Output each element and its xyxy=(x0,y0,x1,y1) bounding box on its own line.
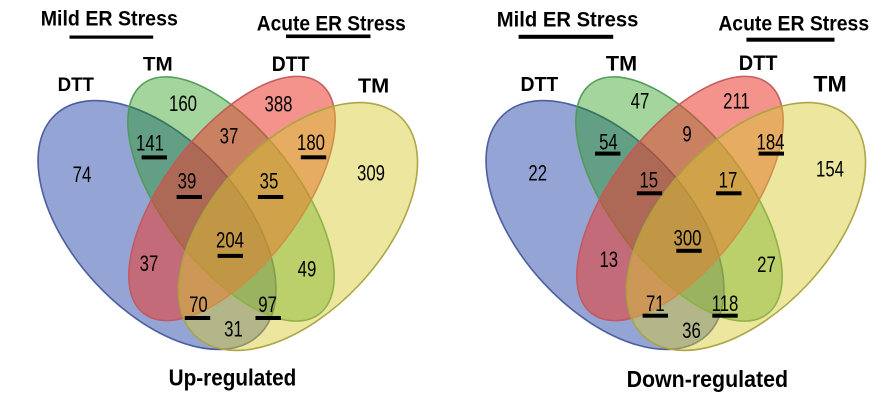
svg-text:36: 36 xyxy=(682,319,701,344)
svg-text:37: 37 xyxy=(140,252,159,277)
svg-text:Mild ER Stress: Mild ER Stress xyxy=(41,7,178,31)
svg-text:Down-regulated: Down-regulated xyxy=(627,366,788,392)
svg-text:Acute ER Stress: Acute ER Stress xyxy=(257,13,406,36)
svg-text:71: 71 xyxy=(646,292,665,317)
svg-text:TM: TM xyxy=(813,72,846,96)
svg-text:180: 180 xyxy=(297,131,325,156)
svg-text:47: 47 xyxy=(631,90,650,115)
svg-text:309: 309 xyxy=(357,162,385,187)
svg-text:9: 9 xyxy=(682,123,691,148)
svg-text:15: 15 xyxy=(639,169,658,194)
svg-text:54: 54 xyxy=(599,130,618,155)
svg-text:DTT: DTT xyxy=(272,53,310,76)
svg-text:300: 300 xyxy=(674,227,702,252)
svg-text:74: 74 xyxy=(73,163,92,188)
svg-text:49: 49 xyxy=(298,258,317,283)
svg-text:160: 160 xyxy=(169,92,197,117)
svg-text:118: 118 xyxy=(712,292,739,317)
svg-text:Acute ER Stress: Acute ER Stress xyxy=(718,13,869,36)
svg-text:39: 39 xyxy=(178,170,197,195)
svg-text:DTT: DTT xyxy=(521,74,559,96)
svg-text:22: 22 xyxy=(528,162,547,187)
svg-text:35: 35 xyxy=(260,170,279,195)
svg-text:DTT: DTT xyxy=(739,52,778,76)
svg-text:141: 141 xyxy=(136,132,164,157)
svg-text:184: 184 xyxy=(757,130,785,155)
svg-text:TM: TM xyxy=(143,54,173,75)
svg-text:70: 70 xyxy=(189,293,208,318)
svg-text:DTT: DTT xyxy=(58,74,95,96)
svg-text:97: 97 xyxy=(258,293,277,318)
svg-text:TM: TM xyxy=(606,52,637,76)
svg-text:27: 27 xyxy=(757,253,776,278)
svg-text:204: 204 xyxy=(216,229,244,254)
svg-text:211: 211 xyxy=(723,90,750,115)
svg-text:Up-regulated: Up-regulated xyxy=(169,364,297,390)
svg-text:13: 13 xyxy=(599,248,618,273)
svg-text:37: 37 xyxy=(220,125,239,150)
svg-text:388: 388 xyxy=(265,93,293,118)
svg-text:17: 17 xyxy=(719,169,738,194)
svg-text:154: 154 xyxy=(816,158,844,183)
svg-text:TM: TM xyxy=(358,75,389,97)
svg-text:Mild ER Stress: Mild ER Stress xyxy=(497,8,639,32)
svg-text:31: 31 xyxy=(224,318,243,343)
